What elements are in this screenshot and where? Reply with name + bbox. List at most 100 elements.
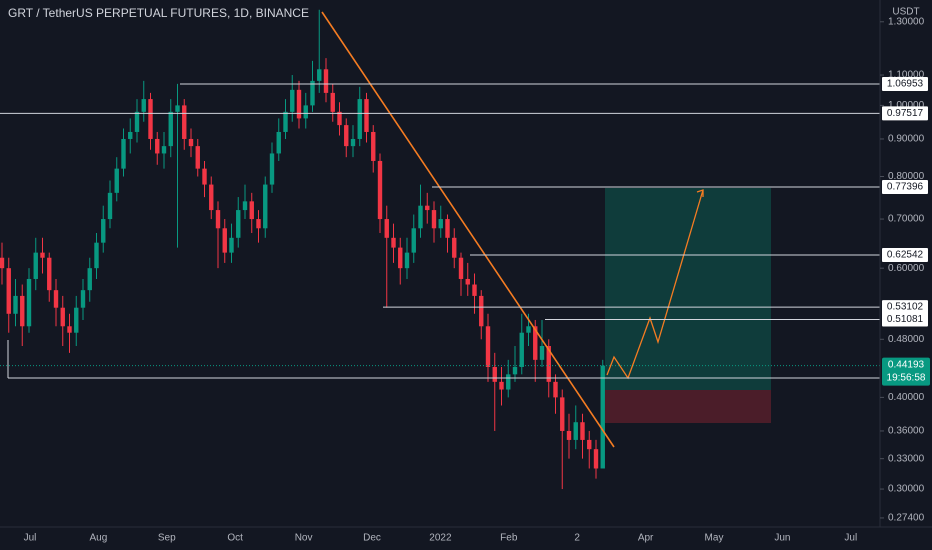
x-tick-label: Feb — [500, 533, 518, 544]
level-label: 0.51081 — [887, 314, 924, 325]
candle-body — [573, 422, 578, 440]
candle-body — [425, 205, 430, 211]
y-tick-label: 1.10000 — [888, 70, 925, 81]
candle-body — [141, 99, 146, 112]
y-tick-label: 0.40000 — [888, 392, 925, 403]
level-label: 0.97517 — [887, 108, 924, 119]
candle-body — [256, 219, 261, 229]
axis-labels: 1.30000 1.10000 1.00000 0.90000 0.80000 0.700… — [24, 16, 930, 544]
candle-body — [53, 290, 59, 308]
candle-body — [323, 69, 329, 93]
level-label-box — [882, 76, 928, 91]
x-tick-label: Jul — [844, 533, 857, 544]
overlay — [0, 83, 880, 367]
candle-body — [533, 326, 538, 360]
candle-body — [269, 153, 275, 185]
candle-body — [148, 99, 153, 139]
candle-body — [263, 184, 268, 229]
candle-body — [404, 252, 410, 269]
x-tick-label: Oct — [227, 533, 243, 544]
candle-body — [377, 160, 383, 220]
candle-body — [479, 295, 484, 327]
candle-body — [317, 69, 322, 81]
candle-body — [580, 422, 585, 440]
candle-body — [600, 365, 605, 469]
candle-body — [13, 295, 18, 314]
last-price-box — [882, 357, 930, 386]
candle-body — [384, 219, 389, 238]
level-label-box — [882, 300, 928, 315]
x-tick-label: May — [705, 533, 724, 544]
candle-body — [236, 210, 241, 238]
y-tick-label: 0.36000 — [888, 426, 925, 437]
candle-body — [337, 111, 342, 126]
candle-body — [47, 257, 52, 291]
candle-body — [350, 138, 356, 147]
candle-body — [80, 290, 86, 308]
candle-body — [593, 449, 599, 469]
x-tick-label: Nov — [295, 533, 313, 544]
level-label: 0.77396 — [887, 182, 924, 193]
level-label-box — [882, 106, 928, 121]
y-tick-label: 0.60000 — [888, 263, 925, 274]
level-label-box — [882, 247, 928, 262]
y-tick-label: 1.00000 — [888, 100, 925, 111]
candle-body — [155, 138, 160, 154]
candle-body — [249, 201, 254, 220]
x-tick-label: Aug — [90, 533, 108, 544]
candle-body — [499, 381, 504, 390]
candle-body — [114, 168, 119, 193]
candle-body — [344, 125, 349, 147]
candle-body — [512, 367, 518, 375]
candle-body — [566, 430, 572, 440]
candle-body — [195, 146, 200, 169]
candle-body — [445, 219, 450, 238]
y-tick-label: 0.33000 — [888, 453, 925, 464]
candle-body — [60, 307, 65, 327]
candle-body — [87, 268, 92, 291]
candle-body — [411, 228, 416, 253]
candle-body — [539, 345, 545, 360]
projection-arrow — [696, 189, 704, 197]
candle-body — [283, 111, 288, 132]
candle-body — [188, 138, 194, 147]
candle-body — [296, 89, 302, 119]
candle-body — [364, 99, 369, 132]
candle-body — [26, 278, 32, 327]
chart-title: GRT / TetherUS PERPETUAL FUTURES, 1D, BI… — [8, 6, 309, 20]
level-label-box — [882, 180, 928, 195]
trend-line — [321, 11, 615, 448]
level-label: 1.06953 — [887, 79, 924, 90]
candle-body — [546, 345, 551, 382]
candle-body — [161, 146, 167, 154]
last-price-label: 0.44193 — [888, 359, 925, 370]
candle-body — [418, 205, 423, 229]
candle-body — [485, 326, 491, 368]
price-axis — [880, 0, 932, 550]
countdown-label: 19:56:58 — [887, 372, 926, 383]
candle-body — [290, 89, 295, 112]
candle-body — [182, 105, 187, 139]
y-tick-label: 0.27400 — [888, 513, 925, 524]
candle-body — [229, 237, 234, 253]
candle-body — [371, 131, 376, 161]
candle-body — [452, 237, 457, 258]
candle-body — [20, 295, 25, 327]
plot-area — [0, 9, 605, 490]
candle-body — [101, 219, 106, 243]
y-tick-label: 1.30000 — [888, 16, 925, 27]
candle-body — [431, 210, 437, 229]
x-tick-label: Dec — [363, 533, 381, 544]
candle-body — [553, 381, 558, 398]
loss-zone — [605, 390, 771, 423]
x-tick-label: 2022 — [429, 533, 452, 544]
candle-body — [242, 201, 248, 211]
candle-body — [209, 184, 214, 211]
candle-body — [94, 242, 99, 269]
candle-body — [458, 257, 464, 279]
candle-body — [398, 247, 403, 269]
x-tick-label: 2 — [574, 533, 580, 544]
y-tick-label: 0.90000 — [888, 134, 925, 145]
